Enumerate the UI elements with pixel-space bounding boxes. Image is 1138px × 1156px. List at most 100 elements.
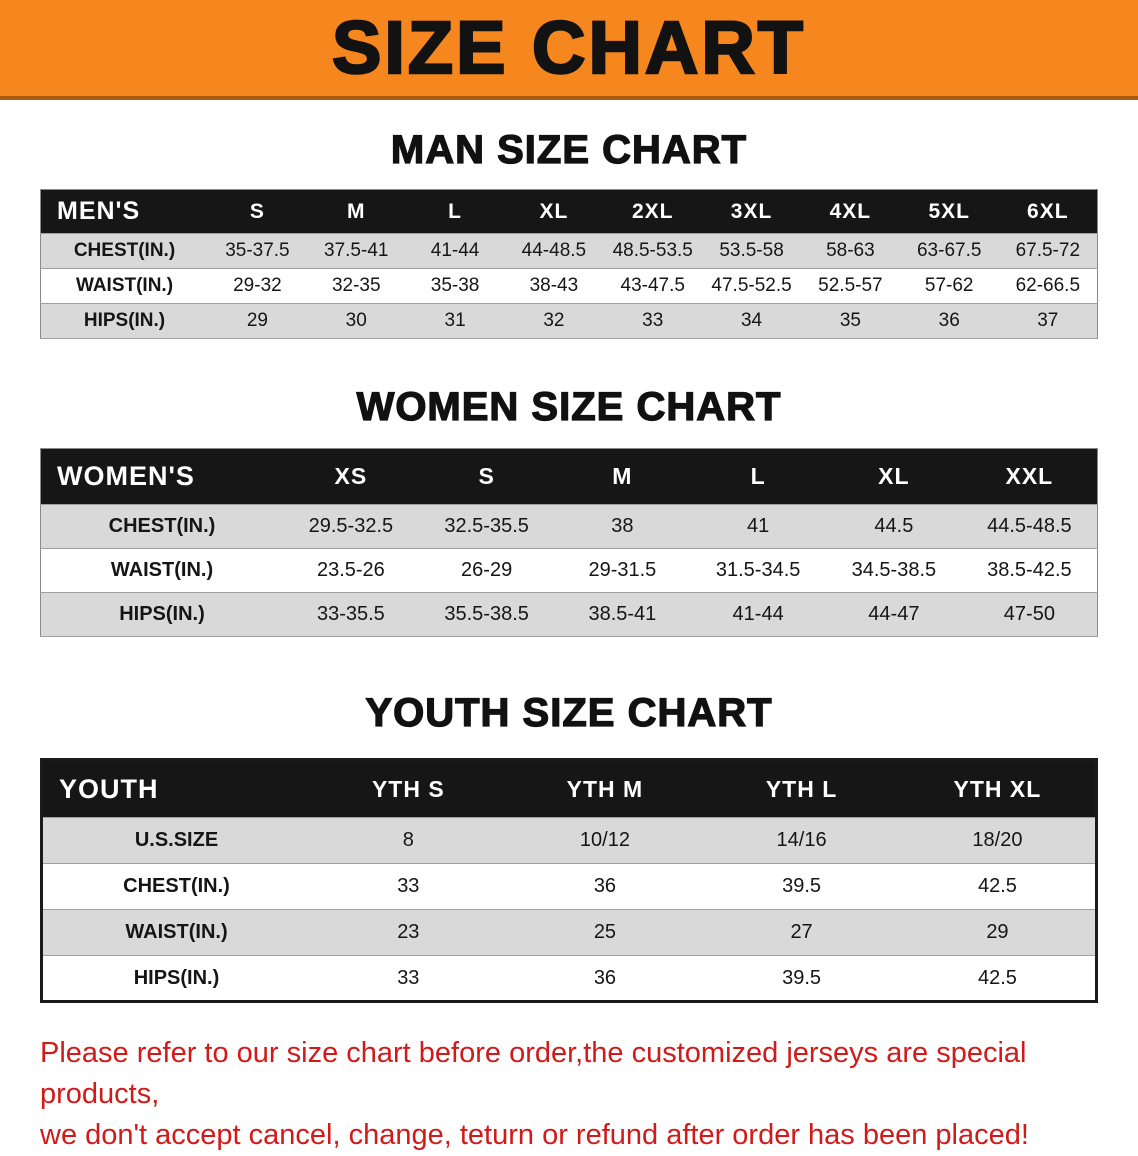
table-header-row: MEN'S S M L XL 2XL 3XL 4XL 5XL 6XL xyxy=(40,189,1098,234)
value-cell: 57-62 xyxy=(924,275,974,296)
disclaimer-line-1: Please refer to our size chart before or… xyxy=(40,1037,1027,1110)
table-title-cell: YOUTH xyxy=(41,759,310,818)
value-cell: 36 xyxy=(593,875,617,897)
value-cell: 35-38 xyxy=(430,275,480,296)
disclaimer: Please refer to our size chart before or… xyxy=(40,1033,1108,1156)
size-header-cell: 3XL xyxy=(702,189,801,234)
section-men: MAN SIZE CHART MEN'S S M L XL 2XL 3XL 4XL 5XL 6XL… xyxy=(0,127,1138,339)
value-cell: 44-47 xyxy=(868,603,920,625)
value-cell: 23.5-26 xyxy=(316,559,385,581)
youth-chart-heading: YOUTH SIZE CHART xyxy=(365,690,773,735)
value-cell: 29-31.5 xyxy=(588,559,657,581)
page-title: SIZE CHART xyxy=(331,6,806,89)
value-cell: 30 xyxy=(345,310,367,331)
value-cell: 26-29 xyxy=(461,559,513,581)
value-cell: 25 xyxy=(593,921,617,943)
value-cell: 38.5-42.5 xyxy=(987,559,1072,581)
value-cell: 29-32 xyxy=(233,275,282,296)
size-header-cell: 5XL xyxy=(899,189,999,234)
row-label-cell: U.S.SIZE xyxy=(134,829,219,851)
value-cell: 33 xyxy=(642,310,664,331)
size-header-cell: XXL xyxy=(961,448,1098,505)
value-cell: 37 xyxy=(1037,310,1059,331)
table-row: WAIST(IN.) 23 25 27 29 xyxy=(41,909,1097,956)
table-header-row: YOUTH YTH S YTH M YTH L YTH XL xyxy=(41,759,1097,818)
row-label-cell: CHEST(IN.) xyxy=(123,875,230,897)
value-cell: 18/20 xyxy=(972,829,1023,851)
value-cell: 38 xyxy=(611,515,634,537)
value-cell: 47.5-52.5 xyxy=(711,275,792,296)
table-row: WAIST(IN.) 29-32 32-35 35-38 38-43 43-47.5 47.… xyxy=(40,268,1098,304)
value-cell: 10/12 xyxy=(579,829,630,851)
table-row: CHEST(IN.) 29.5-32.5 32.5-35.5 38 41 44.5 44.5… xyxy=(40,504,1098,549)
value-cell: 23 xyxy=(397,921,420,943)
value-cell: 44-48.5 xyxy=(521,240,587,261)
value-cell: 41 xyxy=(747,515,770,537)
size-header-cell: L xyxy=(405,189,505,234)
row-label-cell: WAIST(IN.) xyxy=(75,275,174,296)
value-cell: 34.5-38.5 xyxy=(851,559,937,581)
value-cell: 34 xyxy=(740,310,763,331)
value-cell: 35.5-38.5 xyxy=(444,603,529,625)
value-cell: 29 xyxy=(986,921,1009,943)
table-row: WAIST(IN.) 23.5-26 26-29 29-31.5 31.5-34.5 34… xyxy=(40,548,1098,593)
men-size-table: MEN'S S M L XL 2XL 3XL 4XL 5XL 6XL CHEST(IN.) 35-37… xyxy=(40,189,1098,339)
value-cell: 32.5-35.5 xyxy=(444,515,529,537)
value-cell: 44.5-48.5 xyxy=(987,515,1072,537)
table-row: HIPS(IN.) 33-35.5 35.5-38.5 38.5-41 41-44 44-… xyxy=(40,592,1098,637)
size-header-cell: M xyxy=(554,448,691,505)
size-header-cell: L xyxy=(690,448,826,505)
size-header-cell: XL xyxy=(504,189,604,234)
value-cell: 41-44 xyxy=(430,240,480,261)
size-header-cell: S xyxy=(208,189,307,234)
value-cell: 36 xyxy=(938,310,960,331)
size-header-cell: YTH L xyxy=(703,759,900,818)
value-cell: 36 xyxy=(593,966,617,989)
size-header-cell: YTH S xyxy=(310,759,507,818)
value-cell: 38.5-41 xyxy=(588,603,657,625)
value-cell: 31.5-34.5 xyxy=(715,559,801,581)
size-header-cell: M xyxy=(306,189,406,234)
value-cell: 32-35 xyxy=(331,275,381,296)
value-cell: 33-35.5 xyxy=(316,603,385,625)
row-label-cell: WAIST(IN.) xyxy=(125,921,228,943)
men-chart-heading: MAN SIZE CHART xyxy=(390,127,748,172)
row-label-cell: HIPS(IN.) xyxy=(119,603,205,625)
row-label-cell: HIPS(IN.) xyxy=(133,966,220,989)
section-women: WOMEN SIZE CHART WOMEN'S XS S M L XL XXL CHEST(… xyxy=(0,384,1138,637)
value-cell: 33 xyxy=(397,875,420,897)
table-title-cell: WOMEN'S xyxy=(40,448,283,505)
table-row: CHEST(IN.) 33 36 39.5 42.5 xyxy=(41,863,1097,910)
value-cell: 41-44 xyxy=(732,603,784,625)
value-cell: 29 xyxy=(246,310,268,331)
value-cell: 38-43 xyxy=(529,275,579,296)
size-header-cell: YTH XL xyxy=(899,759,1097,818)
size-header-cell: 6XL xyxy=(998,189,1098,234)
size-header-cell: XS xyxy=(283,448,419,505)
value-cell: 29.5-32.5 xyxy=(308,515,394,537)
size-header-cell: 4XL xyxy=(800,189,900,234)
value-cell: 32 xyxy=(543,310,565,331)
value-cell: 47-50 xyxy=(1003,603,1055,625)
value-cell: 33 xyxy=(397,966,420,989)
row-label-cell: HIPS(IN.) xyxy=(83,310,166,331)
banner: SIZE CHART xyxy=(0,0,1138,100)
value-cell: 53.5-58 xyxy=(719,240,784,261)
value-cell: 27 xyxy=(790,921,813,943)
value-cell: 14/16 xyxy=(776,829,827,851)
value-cell: 63-67.5 xyxy=(916,240,982,261)
value-cell: 48.5-53.5 xyxy=(612,240,693,261)
value-cell: 37.5-41 xyxy=(324,240,389,261)
table-row: HIPS(IN.) 29 30 31 32 33 34 35 36 37 xyxy=(40,303,1098,339)
table-row: U.S.SIZE 8 10/12 14/16 18/20 xyxy=(41,817,1097,864)
table-title-cell: MEN'S xyxy=(40,189,208,234)
value-cell: 52.5-57 xyxy=(818,275,883,296)
size-header-cell: XL xyxy=(826,448,962,505)
table-header-row: WOMEN'S XS S M L XL XXL xyxy=(40,448,1098,505)
table-row: HIPS(IN.) 33 36 39.5 42.5 xyxy=(41,955,1097,1002)
women-chart-heading: WOMEN SIZE CHART xyxy=(356,384,782,429)
size-header-cell: YTH M xyxy=(506,759,704,818)
youth-size-table: YOUTH YTH S YTH M YTH L YTH XL U.S.SIZE 8 10/12… xyxy=(40,758,1098,1003)
women-size-table: WOMEN'S XS S M L XL XXL CHEST(IN.) 29.5-32.5 32.5… xyxy=(40,448,1098,637)
